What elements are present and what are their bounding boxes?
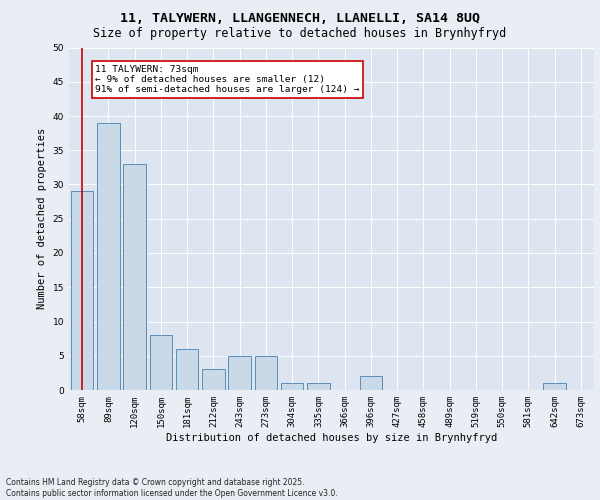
Text: Contains HM Land Registry data © Crown copyright and database right 2025.
Contai: Contains HM Land Registry data © Crown c… — [6, 478, 338, 498]
Bar — [97, 123, 119, 390]
Bar — [544, 383, 566, 390]
Bar — [176, 349, 198, 390]
Bar — [307, 383, 329, 390]
Text: 11 TALYWERN: 73sqm
← 9% of detached houses are smaller (12)
91% of semi-detached: 11 TALYWERN: 73sqm ← 9% of detached hous… — [95, 64, 360, 94]
Bar — [71, 192, 93, 390]
Bar — [360, 376, 382, 390]
Bar — [150, 335, 172, 390]
Bar — [124, 164, 146, 390]
Bar — [229, 356, 251, 390]
Bar — [202, 370, 224, 390]
Text: Size of property relative to detached houses in Brynhyfryd: Size of property relative to detached ho… — [94, 28, 506, 40]
X-axis label: Distribution of detached houses by size in Brynhyfryd: Distribution of detached houses by size … — [166, 432, 497, 442]
Text: 11, TALYWERN, LLANGENNECH, LLANELLI, SA14 8UQ: 11, TALYWERN, LLANGENNECH, LLANELLI, SA1… — [120, 12, 480, 26]
Y-axis label: Number of detached properties: Number of detached properties — [37, 128, 47, 310]
Bar — [255, 356, 277, 390]
Bar — [281, 383, 303, 390]
